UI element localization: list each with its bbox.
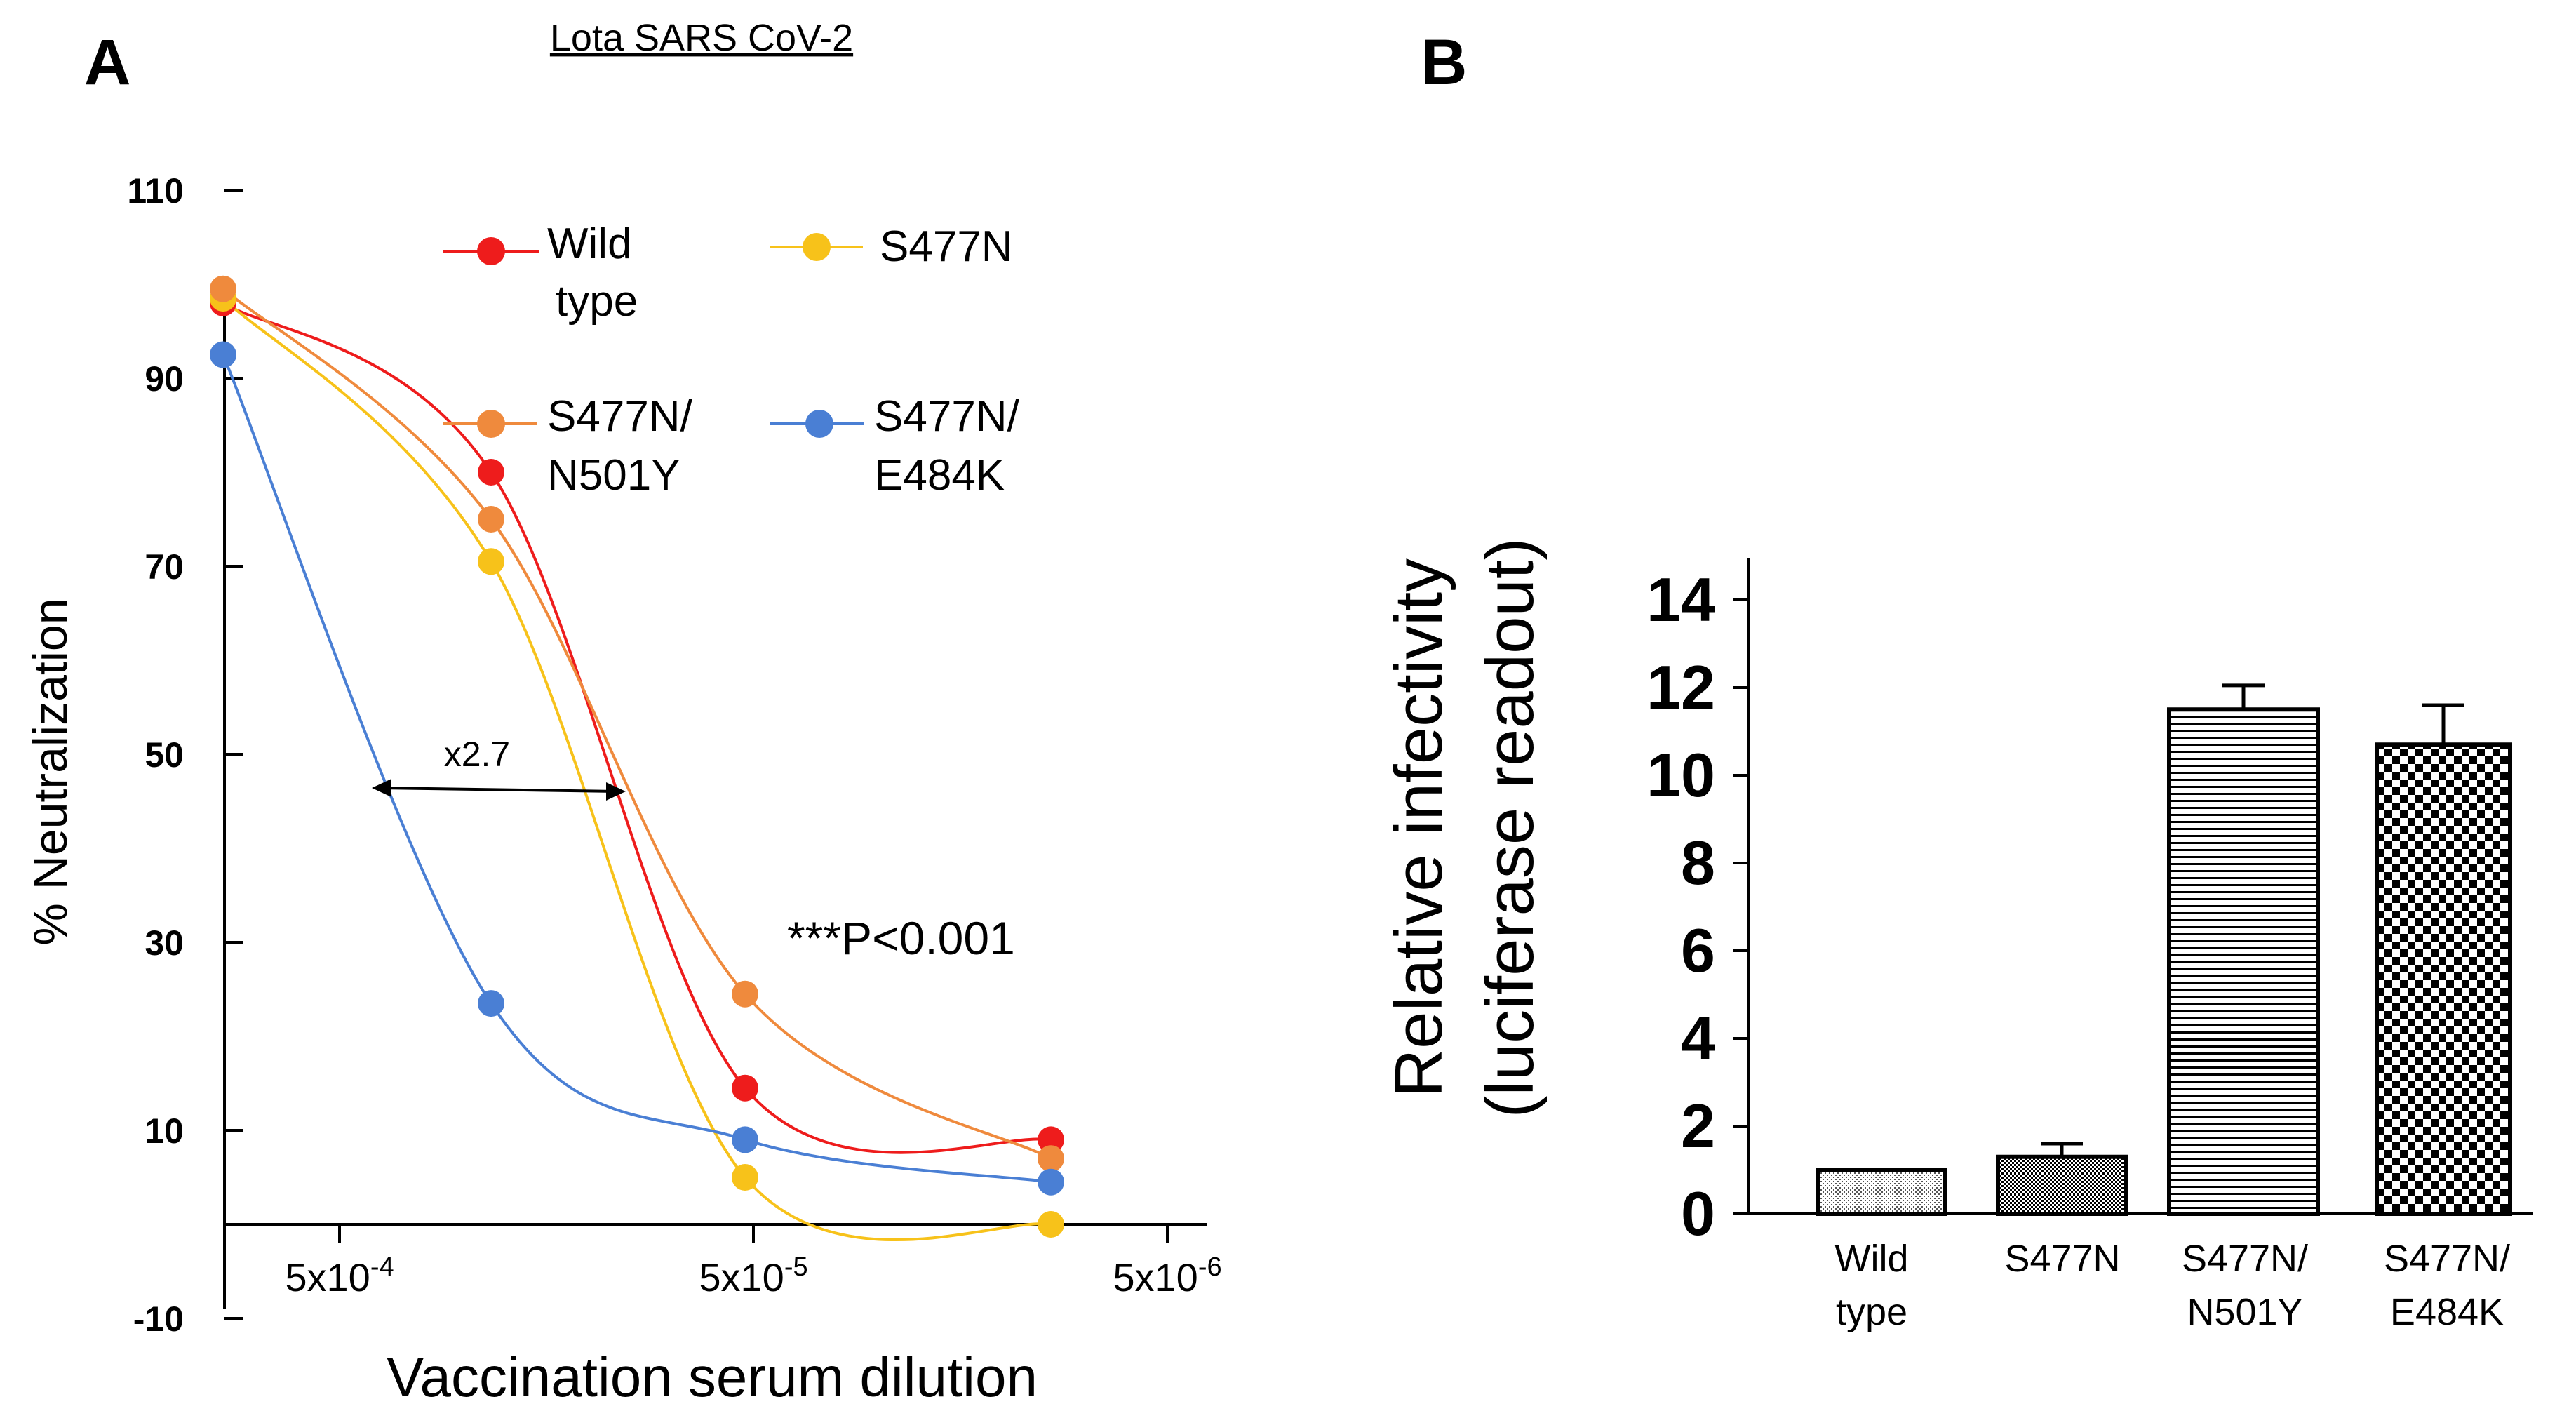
legend-wild-line1: Wild — [547, 220, 632, 268]
panel-b-x-labels: Wild type S477N S477N/N501Y S477N/E484K — [1835, 1238, 2511, 1333]
panel-b-y-tick-label: 14 — [1646, 565, 1715, 634]
panel-a-letter: A — [84, 27, 130, 98]
panel-a-y-label: % Neutralization — [24, 598, 77, 945]
panel-b-y-tick-label: 8 — [1681, 828, 1715, 897]
panel-b-y-tick-label: 10 — [1646, 740, 1715, 810]
panel-a-line-chart: A Lota SARS CoV-2 110 90 70 50 30 10 -10 5x10-… — [24, 17, 1222, 1408]
bar-s477n-e484k — [2375, 742, 2512, 1216]
panel-a-points — [210, 275, 1064, 1238]
point-s477n — [732, 1164, 758, 1191]
panel-b-y-tick-label: 0 — [1681, 1179, 1715, 1248]
curve-s477n-e484k — [222, 354, 1052, 1184]
panel-a-y-ticks: 110 90 70 50 30 10 -10 — [127, 171, 243, 1339]
panel-b-bar-chart: B 14 12 10 8 6 4 2 0 Relative infectivity (luci… — [1381, 27, 2533, 1333]
point-s477n-e484k — [732, 1126, 758, 1153]
point-wild-type — [478, 459, 504, 486]
panel-b-y-ticks: 14 12 10 8 6 4 2 0 — [1646, 565, 1748, 1248]
legend-n501y-line1: S477N/ — [547, 392, 693, 441]
bar-s477n — [1996, 1154, 2128, 1216]
panel-b-y-tick-label: 4 — [1681, 1003, 1715, 1073]
panel-a-y-tick-label: 90 — [145, 359, 184, 399]
panel-b-y-tick-label: 6 — [1681, 916, 1715, 985]
legend-wild-type: Wild type — [443, 220, 638, 326]
panel-b-y-label-line2: (luciferase readout) — [1473, 537, 1548, 1118]
curve-wild-type — [222, 302, 1052, 1154]
panel-a-subtitle: Lota SARS CoV-2 — [550, 17, 853, 59]
point-wild-type — [732, 1074, 758, 1102]
panel-b-bars — [1816, 683, 2512, 1216]
point-s477n-n501y — [478, 506, 504, 533]
curve-s477n — [222, 297, 1052, 1242]
legend-s477n-label: S477N — [880, 222, 1013, 271]
bar-wild-type — [1816, 1168, 1947, 1216]
legend-e484k-line1: S477N/ — [874, 392, 1020, 441]
panel-a-x-tick-label: 5x10-6 — [1113, 1252, 1221, 1299]
point-wild-type — [1038, 1126, 1064, 1153]
panel-a-x-ticks: 5x10-4 5x10-5 5x10-6 — [285, 1224, 1222, 1299]
panel-a-y-tick-label: 110 — [127, 171, 184, 210]
panel-a-x-tick-label: 5x10-5 — [699, 1252, 807, 1299]
panel-a-x-tick-label: 5x10-4 — [285, 1252, 394, 1299]
panel-b-x-label: type — [1836, 1291, 1907, 1333]
p-value-label: ***P<0.001 — [787, 912, 1015, 964]
panel-b-x-label: E484K — [2390, 1291, 2504, 1333]
panel-a-y-tick-label: 70 — [145, 547, 184, 587]
panel-a-y-tick-label: 50 — [145, 735, 184, 775]
point-s477n-e484k — [478, 990, 504, 1017]
panel-b-letter: B — [1421, 27, 1467, 98]
panel-b-x-label: Wild — [1835, 1238, 1909, 1280]
panel-b-x-label: N501Y — [2187, 1291, 2302, 1333]
curve-s477n-n501y — [222, 288, 1052, 1160]
bar-s477n-n501y — [2167, 707, 2320, 1216]
panel-a-y-tick-label: 30 — [145, 923, 184, 963]
panel-b-y-tick-label: 12 — [1646, 653, 1715, 722]
fold-change-label: x2.7 — [444, 735, 511, 774]
panel-b-x-label: S477N/ — [2182, 1238, 2308, 1280]
point-s477n-e484k — [1038, 1168, 1064, 1196]
legend-e484k-line2: E484K — [874, 451, 1005, 500]
panel-b-x-label: S477N/ — [2384, 1238, 2510, 1280]
panel-b-y-tick-label: 2 — [1681, 1091, 1715, 1161]
panel-a-legend: Wild type S477N S477N/ N501Y S477N/ E484… — [443, 220, 1020, 500]
point-s477n-e484k — [210, 341, 236, 368]
panel-b-x-label: S477N — [2004, 1238, 2120, 1280]
panel-a-y-tick-label: 10 — [145, 1111, 184, 1151]
point-s477n — [478, 548, 504, 575]
legend-wild-line2: type — [556, 277, 638, 326]
panel-b-y-label-line1: Relative infectivity — [1381, 558, 1456, 1097]
legend-s477n-e484k: S477N/ E484K — [770, 392, 1020, 500]
point-s477n — [1038, 1211, 1064, 1238]
point-s477n-n501y — [210, 275, 236, 302]
panel-a-y-tick-label: -10 — [133, 1299, 184, 1339]
legend-s477n: S477N — [770, 222, 1013, 271]
legend-n501y-line2: N501Y — [547, 451, 680, 500]
fold-change-arrow — [372, 779, 626, 801]
point-s477n-n501y — [1038, 1145, 1064, 1172]
panel-a-x-label: Vaccination serum dilution — [387, 1346, 1038, 1408]
legend-s477n-n501y: S477N/ N501Y — [443, 392, 693, 500]
point-s477n-n501y — [732, 980, 758, 1008]
panel-a-curves — [222, 288, 1052, 1242]
